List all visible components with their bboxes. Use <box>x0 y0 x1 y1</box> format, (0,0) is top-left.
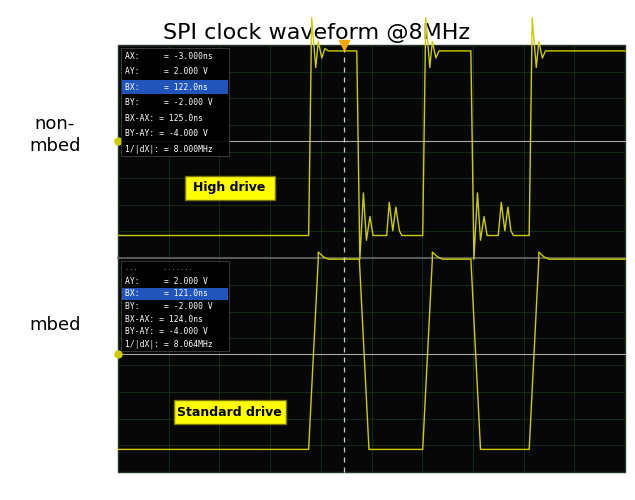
Text: BY:     = -2.000 V: BY: = -2.000 V <box>125 302 213 311</box>
FancyBboxPatch shape <box>173 400 286 424</box>
FancyBboxPatch shape <box>185 176 274 200</box>
Text: BY:     = -2.000 V: BY: = -2.000 V <box>125 98 213 108</box>
Text: Standard drive: Standard drive <box>177 406 282 418</box>
Text: ...      .......: ... ....... <box>125 265 193 271</box>
Polygon shape <box>121 48 229 156</box>
Text: mbed: mbed <box>29 316 81 334</box>
Text: 1/|dX|: = 8.064MHz: 1/|dX|: = 8.064MHz <box>125 340 213 349</box>
Text: AY:     = 2.000 V: AY: = 2.000 V <box>125 68 208 76</box>
Polygon shape <box>121 261 229 351</box>
Polygon shape <box>122 80 228 94</box>
Polygon shape <box>122 288 228 300</box>
Text: High drive: High drive <box>193 181 265 194</box>
Text: non-
mbed: non- mbed <box>29 115 81 155</box>
Text: 1/|dX|: = 8.000MHz: 1/|dX|: = 8.000MHz <box>125 144 213 154</box>
Text: AY:     = 2.000 V: AY: = 2.000 V <box>125 277 208 286</box>
Text: BY-AY: = -4.000 V: BY-AY: = -4.000 V <box>125 129 208 138</box>
Text: BY-AY: = -4.000 V: BY-AY: = -4.000 V <box>125 328 208 336</box>
Text: BX-AX: = 124.0ns: BX-AX: = 124.0ns <box>125 315 203 324</box>
Text: SPI clock waveform @8MHz: SPI clock waveform @8MHz <box>163 23 471 43</box>
Text: BX-AX: = 125.0ns: BX-AX: = 125.0ns <box>125 114 203 122</box>
Text: BX:     = 121.0ns: BX: = 121.0ns <box>125 290 208 298</box>
Text: AX:     = -3.000ns: AX: = -3.000ns <box>125 52 213 61</box>
Polygon shape <box>118 45 625 472</box>
Text: BX:     = 122.0ns: BX: = 122.0ns <box>125 83 208 92</box>
